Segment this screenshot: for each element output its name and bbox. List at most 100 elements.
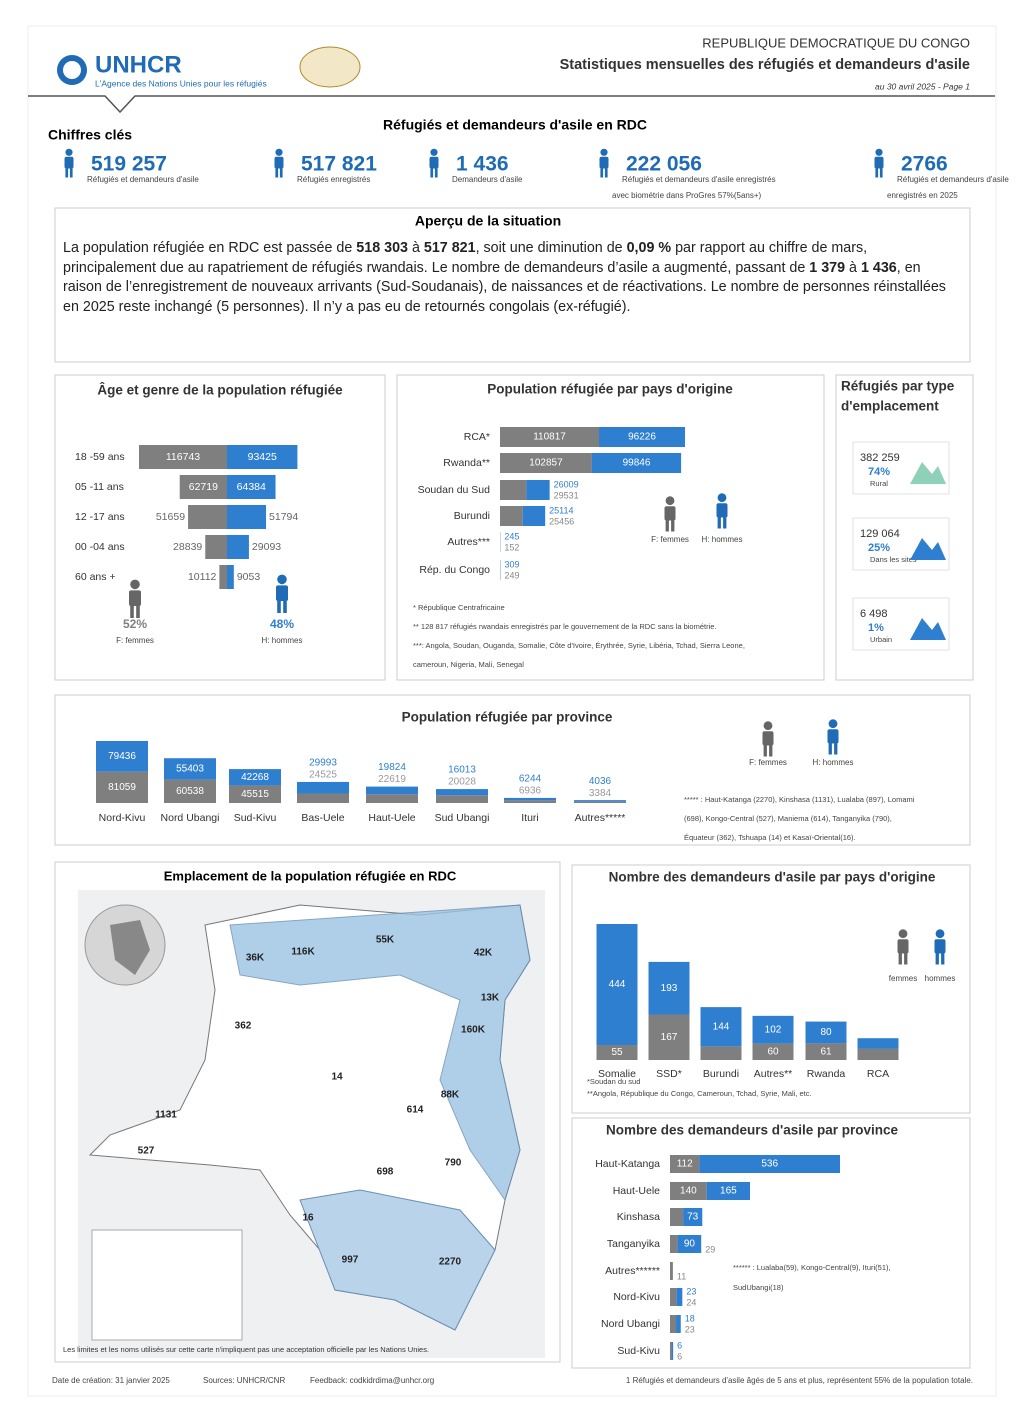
map-label: 997 <box>342 1255 359 1266</box>
value-label: 99846 <box>623 458 651 469</box>
person-icon <box>283 601 287 613</box>
bar-segment <box>500 506 523 526</box>
key-figure-value: 519 257 <box>91 153 167 176</box>
bar <box>227 475 276 499</box>
bar <box>139 445 227 469</box>
person-icon <box>275 148 283 156</box>
value-label: 26009 <box>554 479 579 489</box>
chart-note: ***** : Haut-Katanga (2270), Kinshasa (1… <box>684 795 915 804</box>
category-label: Haut-Katanga <box>595 1158 660 1170</box>
legend-label: hommes <box>925 974 956 983</box>
bar-segment <box>683 1208 703 1226</box>
footer-created: Date de création: 31 janvier 2025 <box>52 1376 170 1385</box>
key-figure-value: 2766 <box>901 153 948 176</box>
category-label: Soudan du Sud <box>418 484 491 496</box>
location-icon <box>910 618 946 640</box>
value-label: 167 <box>661 1032 678 1043</box>
person-icon <box>604 168 608 178</box>
location-value: 129 064 <box>860 528 900 540</box>
bar-segment <box>522 506 546 526</box>
key-figures-title: Chiffres clés <box>48 127 132 143</box>
category-label: Kinshasa <box>617 1211 660 1223</box>
value-label: 60538 <box>176 786 204 797</box>
refugee-area <box>299 1189 496 1331</box>
bar-segment <box>857 1048 899 1060</box>
person-icon <box>716 503 728 518</box>
category-label: Haut-Uele <box>368 812 415 824</box>
value-label: 29 <box>705 1244 715 1254</box>
legend-label: H: hommes <box>702 535 743 544</box>
location-label: Urbain <box>870 635 892 644</box>
category-label: 00 -04 ans <box>75 541 125 553</box>
map-label: 55K <box>376 935 395 946</box>
map-label: 36K <box>246 953 265 964</box>
person-icon <box>275 168 279 178</box>
person-icon <box>879 168 883 178</box>
bar-segment <box>676 1288 683 1306</box>
page-frame <box>27 25 997 1397</box>
bar-segment <box>706 1182 751 1200</box>
bar-segment <box>164 779 216 803</box>
person-icon <box>827 729 839 744</box>
bar-segment <box>596 924 638 1046</box>
category-label: Sud Ubangi <box>435 812 490 824</box>
value-label: 81059 <box>108 782 136 793</box>
bar-segment <box>574 801 626 803</box>
report-date: au 30 avril 2025 - Page 1 <box>875 81 970 91</box>
location-share: 25% <box>868 542 890 554</box>
legend-label: H: hommes <box>813 758 854 767</box>
category-label: Nord Ubangi <box>161 812 220 824</box>
chart-title: Population réfugiée par pays d'origine <box>487 382 733 397</box>
category-label: Burundi <box>703 1068 739 1080</box>
person-icon <box>430 148 438 156</box>
bar-segment <box>229 769 281 786</box>
value-label: 55403 <box>176 764 204 775</box>
bar-segment <box>670 1208 684 1226</box>
bar-segment <box>574 800 626 802</box>
value-label: 11 <box>677 1271 686 1281</box>
bar-segment <box>297 793 349 803</box>
bar-segment <box>670 1315 677 1333</box>
map-label: 1131 <box>155 1110 177 1121</box>
value-label: 51794 <box>269 511 298 523</box>
category-label: Tanganyika <box>607 1238 660 1250</box>
overview-text-run: par rapport au chiffre de mars, principa… <box>63 240 868 276</box>
chart-note: ** 128 817 réfugiés rwandais enregistrés… <box>413 622 717 631</box>
bar-segment <box>805 1043 847 1060</box>
person-icon <box>277 601 281 613</box>
person-icon <box>664 506 676 521</box>
value-label: 3384 <box>589 788 612 799</box>
location-title: d'emplacement <box>841 399 939 414</box>
cnr-logo <box>299 46 361 88</box>
bar-segment <box>648 961 690 1015</box>
value-label: 29093 <box>252 541 281 553</box>
value-label: 16013 <box>448 765 476 776</box>
map-label: 116K <box>291 947 315 958</box>
value-label: 28839 <box>173 541 202 553</box>
bar <box>227 535 249 559</box>
person-icon <box>600 148 608 156</box>
person-icon <box>64 156 74 169</box>
location-icon <box>910 462 946 484</box>
value-label: 24525 <box>309 770 337 781</box>
category-label: Haut-Uele <box>613 1185 660 1197</box>
legend-label: F: femmes <box>116 636 154 645</box>
value-label: 102 <box>765 1024 782 1035</box>
value-label: 79436 <box>108 751 136 762</box>
bar-segment <box>229 785 281 803</box>
bar-segment <box>670 1182 707 1200</box>
category-label: Somalie <box>598 1068 636 1080</box>
category-label: RCA <box>867 1068 889 1080</box>
person-icon <box>875 148 883 156</box>
location-label: Rural <box>870 479 888 488</box>
value-label: 22619 <box>378 774 406 785</box>
location-value: 382 259 <box>860 452 900 464</box>
bar <box>227 445 298 469</box>
value-label: 96226 <box>628 432 656 443</box>
person-icon <box>897 939 909 954</box>
map-disclaimer: Les limites et les noms utilisés sur cet… <box>63 1345 429 1354</box>
bar-segment <box>96 771 148 803</box>
value-label: 45515 <box>241 789 269 800</box>
overview-title: Aperçu de la situation <box>415 213 561 229</box>
